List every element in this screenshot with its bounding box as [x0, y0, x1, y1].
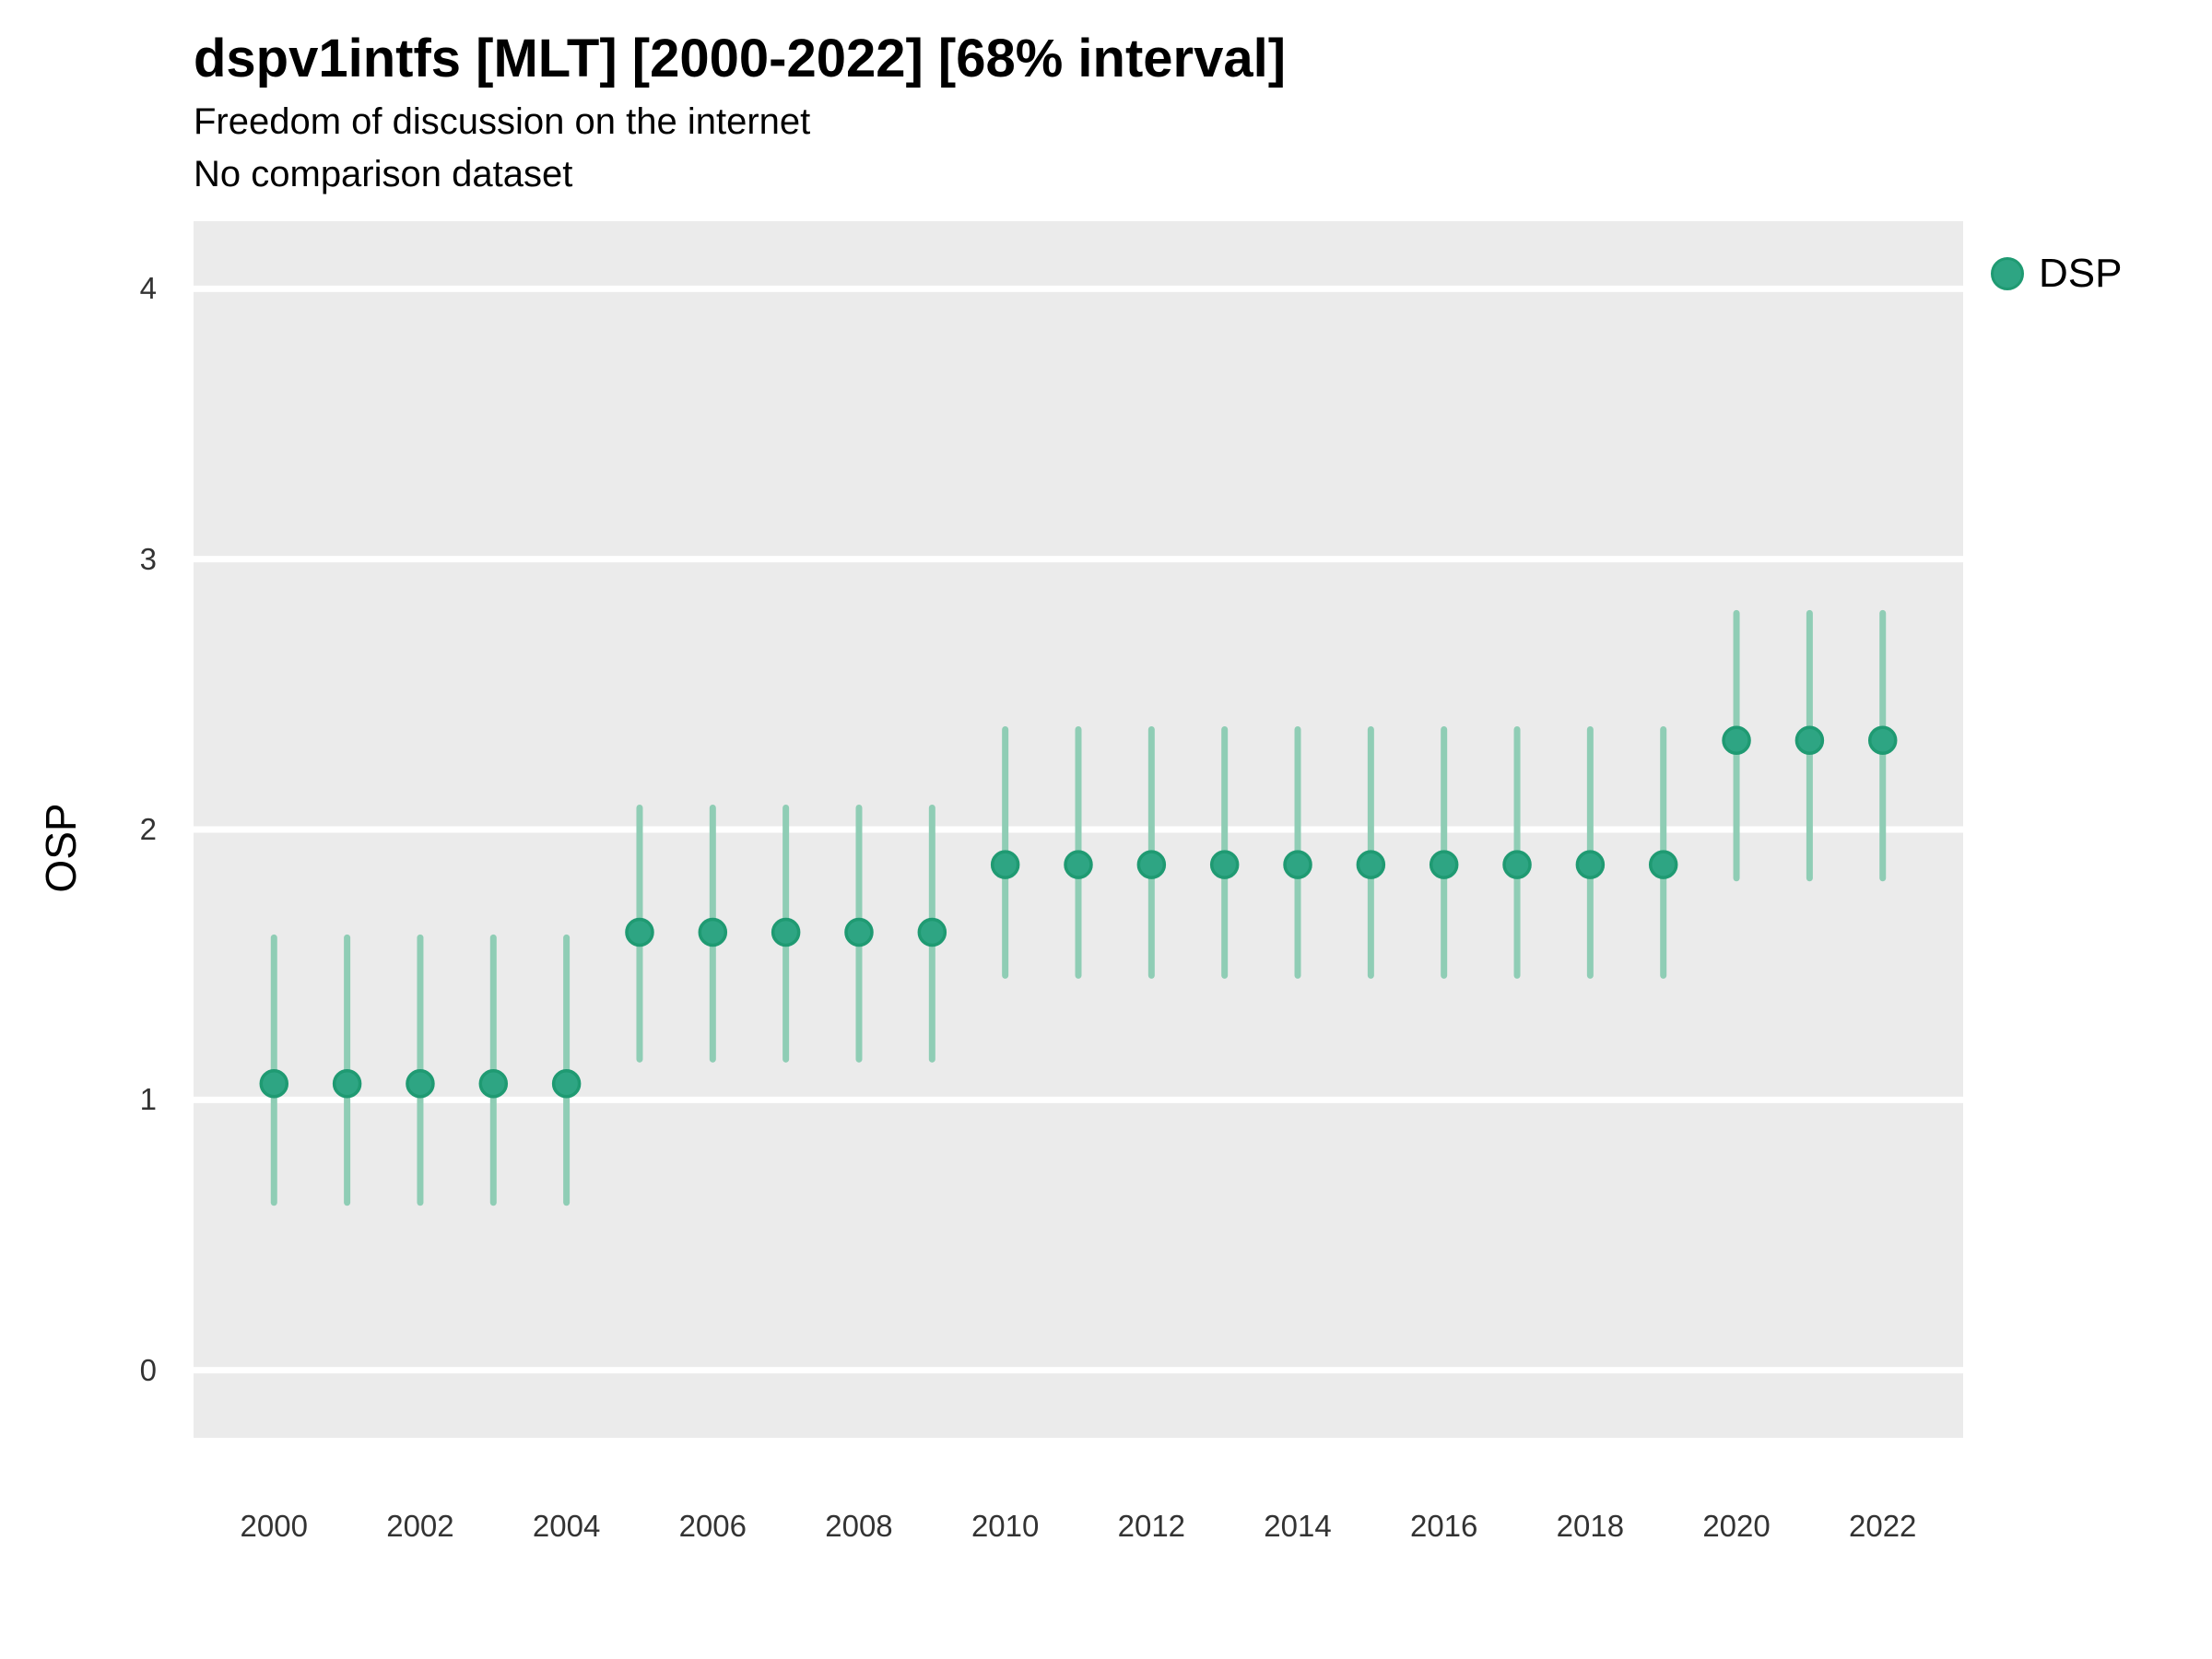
- data-point-2006: [698, 917, 728, 947]
- x-tick-label-2014: 2014: [1264, 1509, 1332, 1543]
- legend-dot-icon: [1991, 257, 2024, 290]
- data-point-2017: [1502, 850, 1532, 879]
- y-axis-title: OSP: [37, 803, 85, 893]
- y-tick-label-1: 1: [139, 1082, 157, 1117]
- plot-panel: [194, 221, 1963, 1438]
- x-tick-label-2000: 2000: [240, 1509, 308, 1543]
- x-tick-label-2008: 2008: [825, 1509, 893, 1543]
- data-point-2013: [1209, 850, 1240, 879]
- y-tick-label-3: 3: [139, 541, 157, 576]
- data-point-2022: [1867, 725, 1898, 755]
- data-point-2016: [1429, 850, 1459, 879]
- legend: DSP: [1991, 251, 2122, 297]
- data-point-2002: [406, 1068, 435, 1099]
- data-point-2012: [1136, 850, 1167, 879]
- x-tick-label-2010: 2010: [971, 1509, 1040, 1543]
- data-point-2010: [990, 850, 1020, 879]
- chart-title: dspv1intfs [MLT] [2000-2022] [68% interv…: [194, 29, 1287, 88]
- chart-note: No comparison dataset: [194, 154, 573, 194]
- y-tick-label-2: 2: [139, 812, 157, 846]
- data-point-2014: [1283, 850, 1312, 879]
- y-tick-label-0: 0: [139, 1352, 157, 1387]
- data-point-2018: [1575, 850, 1606, 879]
- x-tick-label-2012: 2012: [1117, 1509, 1186, 1543]
- x-tick-label-2006: 2006: [678, 1509, 747, 1543]
- legend-label: DSP: [2039, 251, 2123, 296]
- data-point-2021: [1794, 725, 1825, 755]
- data-point-2000: [259, 1068, 289, 1099]
- data-point-2001: [332, 1068, 362, 1099]
- x-tick-label-2022: 2022: [1849, 1509, 1917, 1543]
- x-tick-label-2004: 2004: [532, 1509, 601, 1543]
- data-point-2009: [917, 917, 947, 947]
- plot-area: [194, 221, 1963, 1438]
- data-point-2003: [478, 1068, 509, 1099]
- x-tick-label-2020: 2020: [1702, 1509, 1771, 1543]
- x-tick-label-2016: 2016: [1409, 1509, 1478, 1543]
- data-point-2020: [1722, 725, 1751, 755]
- data-point-2004: [551, 1068, 582, 1099]
- data-point-2019: [1648, 850, 1678, 879]
- data-point-2007: [771, 917, 801, 947]
- data-point-2015: [1356, 850, 1386, 879]
- chart-subtitle: Freedom of discussion on the internet: [194, 101, 811, 142]
- data-point-2005: [625, 917, 654, 947]
- y-tick-label-4: 4: [139, 271, 157, 306]
- x-tick-label-2002: 2002: [386, 1509, 454, 1543]
- data-point-2008: [844, 917, 874, 947]
- x-tick-label-2018: 2018: [1556, 1509, 1625, 1543]
- data-point-2011: [1064, 850, 1093, 879]
